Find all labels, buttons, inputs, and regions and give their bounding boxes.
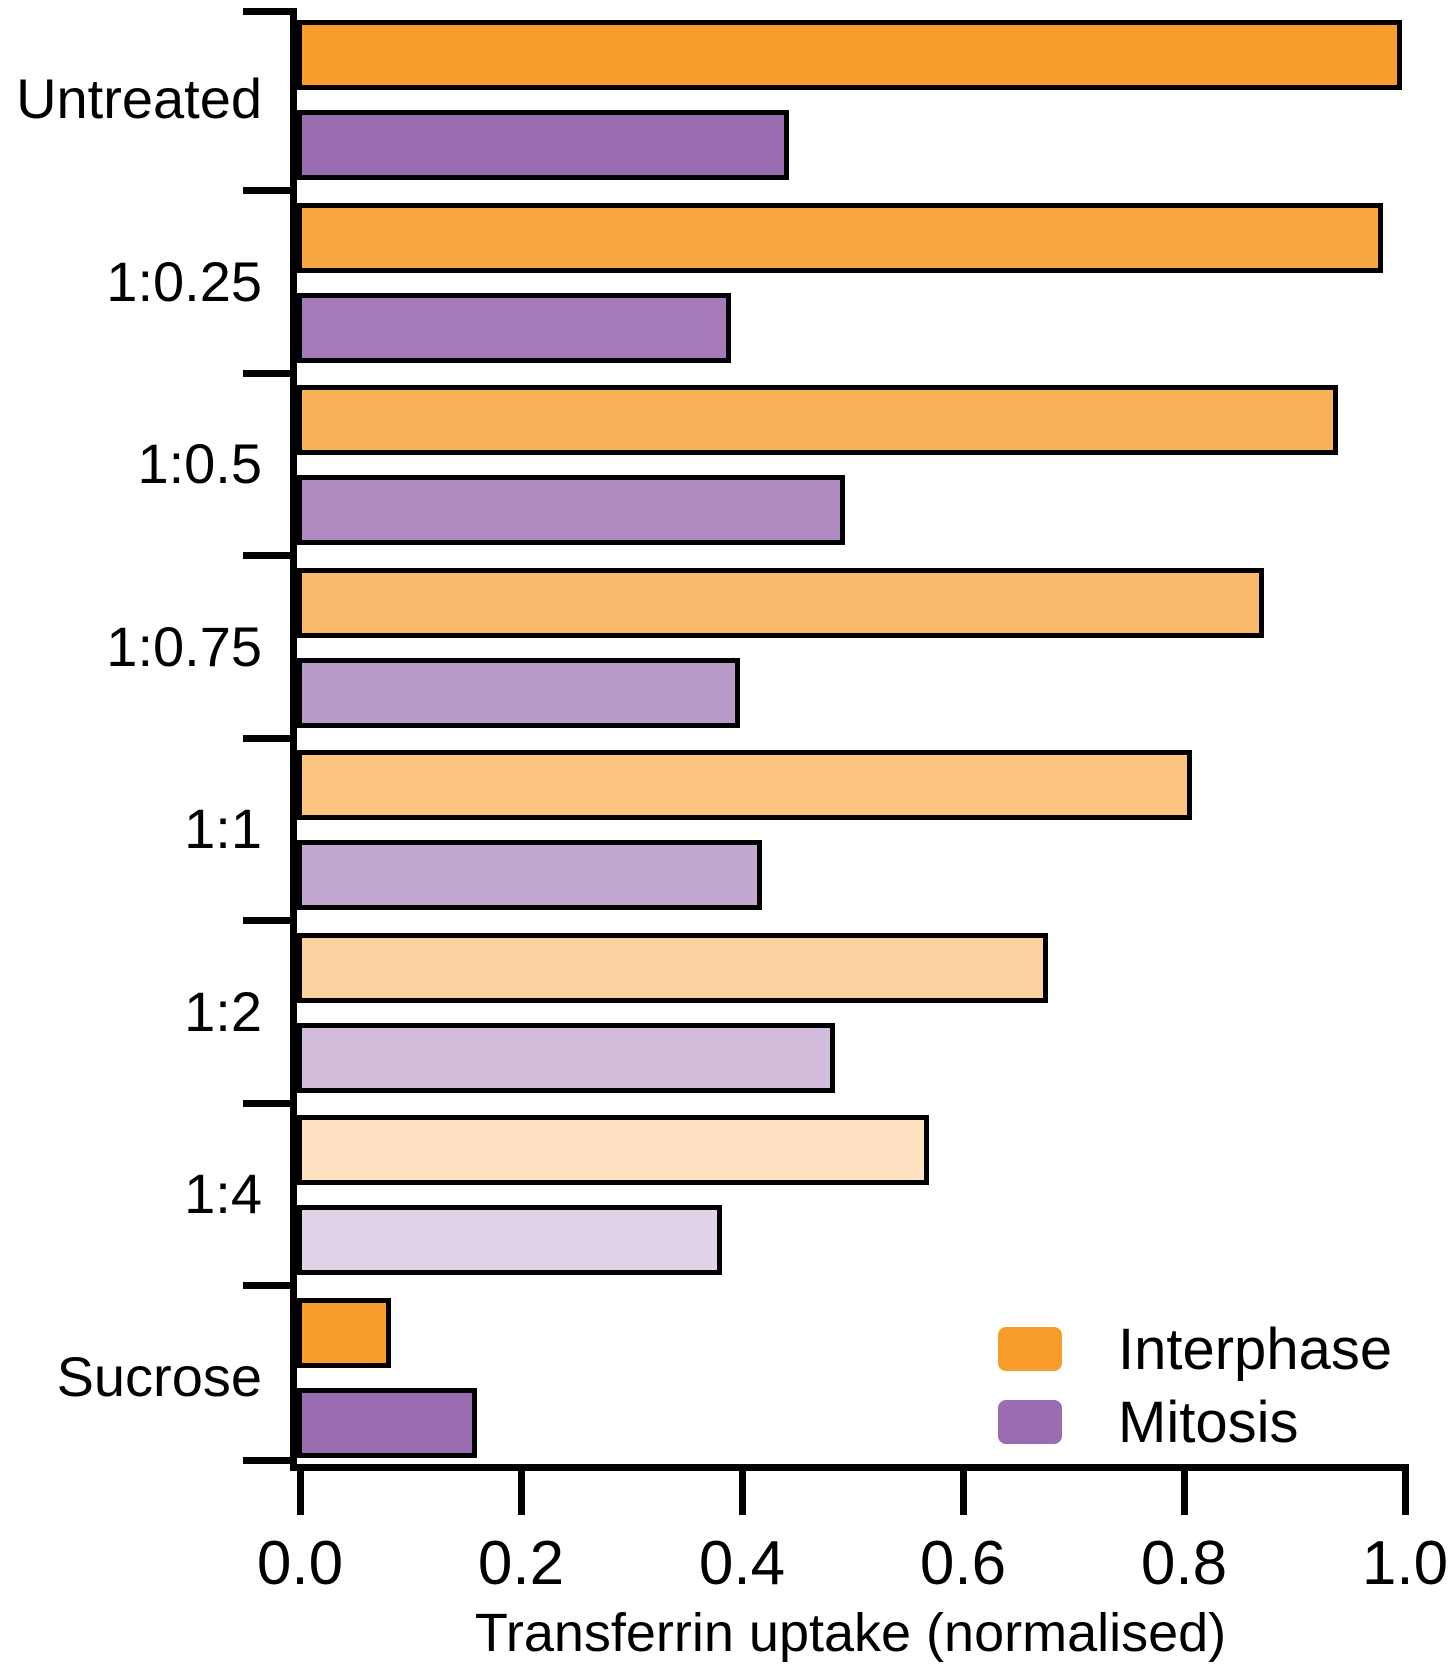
bar-untreated-interphase: [297, 20, 1402, 90]
x-axis-title: Transferrin uptake (normalised): [474, 1603, 1227, 1663]
bar-1-2-mitosis: [297, 1022, 835, 1093]
y-tick-0: [243, 8, 290, 15]
y-category-label-sucrose: Sucrose: [56, 1345, 262, 1408]
x-tick-label-3: 0.6: [919, 1529, 1007, 1598]
bar-1-0-75-interphase: [297, 567, 1264, 638]
y-category-label-1-0-25: 1:0.25: [106, 250, 262, 313]
interphase-legend-swatch: [998, 1327, 1062, 1371]
x-tick-label-4: 0.8: [1140, 1529, 1228, 1598]
bar-sucrose-interphase: [297, 1297, 391, 1368]
y-tick-6: [243, 1100, 290, 1107]
y-axis-spine: [290, 8, 297, 1471]
y-category-label-1-1: 1:1: [184, 797, 262, 860]
x-axis-spine: [290, 1464, 1409, 1471]
bar-1-4-mitosis: [297, 1205, 722, 1275]
x-tick-label-1: 0.2: [477, 1529, 565, 1598]
x-tick-5: [1402, 1471, 1409, 1515]
y-tick-2: [243, 370, 290, 377]
y-tick-3: [243, 552, 290, 559]
x-tick-2: [739, 1471, 746, 1515]
x-tick-label-2: 0.4: [698, 1529, 786, 1598]
bar-1-4-interphase: [297, 1115, 929, 1185]
bar-1-0-75-mitosis: [297, 657, 740, 728]
bar-1-1-interphase: [297, 750, 1192, 820]
y-tick-7: [243, 1282, 290, 1289]
legend-label-mitosis: Mitosis: [1118, 1389, 1299, 1455]
legend-item-mitosis: Mitosis: [998, 1388, 1298, 1456]
x-tick-0: [297, 1471, 304, 1515]
y-category-label-1-0-5: 1:0.5: [137, 432, 262, 495]
x-tick-label-0: 0.0: [256, 1529, 344, 1598]
bar-untreated-mitosis: [297, 110, 789, 180]
bar-1-1-mitosis: [297, 840, 762, 910]
x-tick-4: [1181, 1471, 1188, 1515]
x-tick-label-5: 1.0: [1361, 1529, 1449, 1598]
bar-1-0-5-interphase: [297, 385, 1338, 455]
legend-label-interphase: Interphase: [1118, 1316, 1393, 1382]
y-tick-5: [243, 917, 290, 924]
y-category-label-1-0-75: 1:0.75: [106, 615, 262, 678]
bar-1-2-interphase: [297, 932, 1048, 1003]
y-tick-1: [243, 187, 290, 194]
bar-sucrose-mitosis: [297, 1387, 477, 1458]
y-tick-4: [243, 735, 290, 742]
legend-item-interphase: Interphase: [998, 1315, 1392, 1383]
bar-1-0-25-mitosis: [297, 292, 731, 363]
bar-1-0-25-interphase: [297, 202, 1383, 273]
y-tick-8: [243, 1457, 290, 1464]
x-tick-1: [518, 1471, 525, 1515]
bar-1-0-5-mitosis: [297, 475, 845, 545]
y-category-label-untreated: Untreated: [16, 67, 262, 130]
x-tick-3: [960, 1471, 967, 1515]
y-category-label-1-2: 1:2: [184, 980, 262, 1043]
mitosis-legend-swatch: [998, 1400, 1062, 1444]
y-category-label-1-4: 1:4: [184, 1162, 262, 1225]
